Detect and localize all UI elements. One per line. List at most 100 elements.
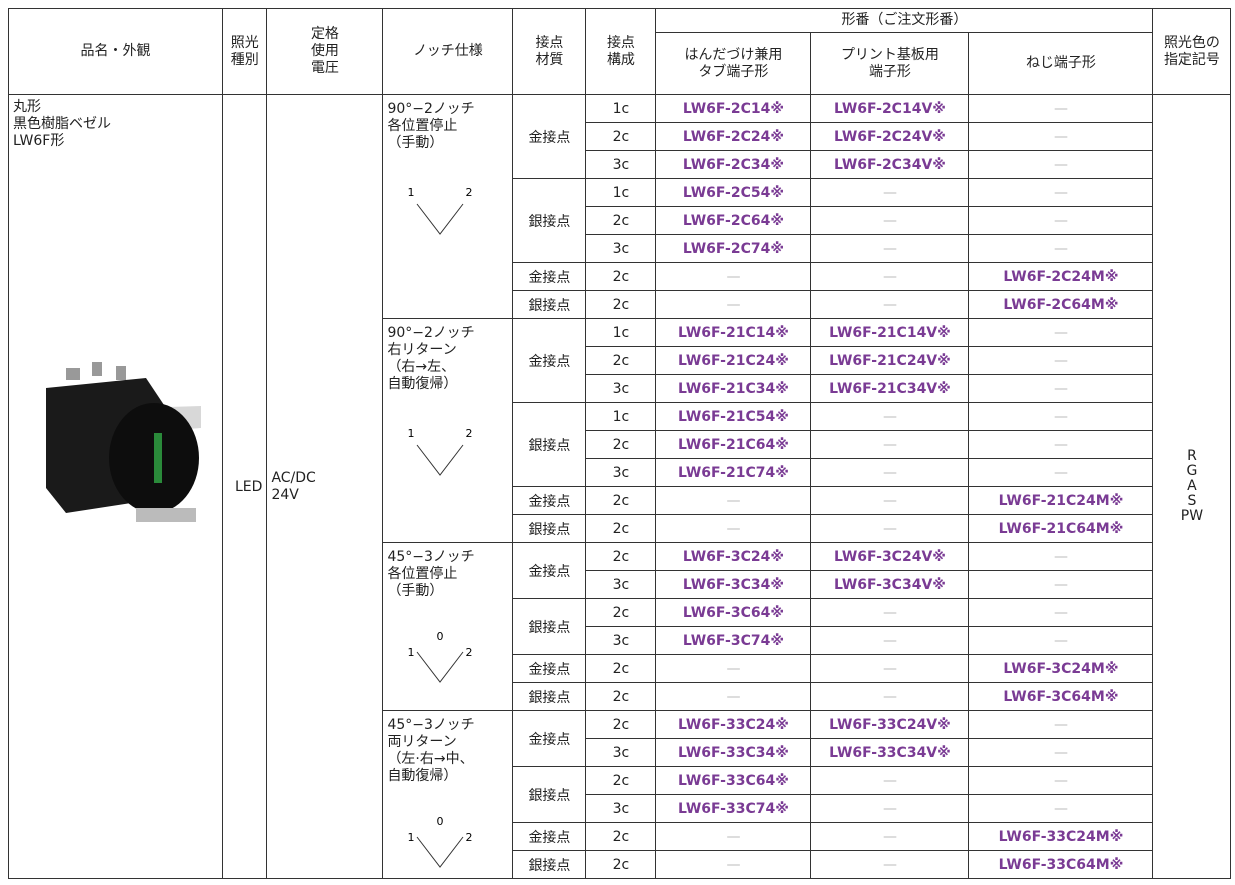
contacts-cell: 2c [585,542,657,571]
model-cell: — [810,822,970,851]
model-cell: LW6F-3C24M※ [968,654,1154,683]
model-cell: LW6F-21C34V※ [810,374,970,403]
model-cell: LW6F-3C74※ [655,626,812,655]
model-cell: — [968,458,1154,487]
diagram-label: 1 [408,646,415,659]
header-cell: 接点 構成 [585,8,657,95]
notch-diagram: 1 0 2 [408,630,473,683]
model-cell: LW6F-21C74※ [655,458,812,487]
contacts-cell: 1c [585,178,657,207]
model-cell: — [810,794,970,823]
table-row: 金接点 2c — — LW6F-33C24M※ [9,822,1231,851]
model-cell: LW6F-21C34※ [655,374,812,403]
voltage-cell: AC/DC 24V [266,94,384,879]
contacts-cell: 3c [585,738,657,767]
model-cell: — [968,710,1154,739]
diagram-line [417,444,464,476]
model-cell: LW6F-21C24V※ [810,346,970,375]
model-cell: LW6F-3C24※ [655,542,812,571]
contacts-cell: 2c [585,430,657,459]
contacts-cell: 3c [585,150,657,179]
model-cell: LW6F-33C24V※ [810,710,970,739]
contacts-cell: 2c [585,598,657,627]
model-cell: — [810,234,970,263]
model-cell: — [968,318,1154,347]
header-cell: 接点 材質 [512,8,587,95]
contacts-cell: 3c [585,626,657,655]
table-row: 銀接点 2c — — LW6F-21C64M※ [9,514,1231,543]
diagram-label: 0 [437,630,444,643]
model-cell: — [968,374,1154,403]
model-cell: — [655,682,812,711]
color-code: G [1186,463,1198,479]
model-cell: LW6F-3C64M※ [968,682,1154,711]
contacts-cell: 3c [585,570,657,599]
model-cell: — [968,542,1154,571]
table-row: 銀接点 1c LW6F-21C54※ — — [9,402,1231,487]
material-cell: 銀接点 [512,514,587,543]
model-cell: — [968,738,1154,767]
model-cell: — [968,150,1154,179]
color-code: A [1187,478,1197,494]
diagram-label: 2 [466,427,473,440]
product-image [46,362,201,522]
contacts-cell: 2c [585,514,657,543]
model-cell: — [655,654,812,683]
text-line: 24V [271,486,299,503]
model-cell: — [968,766,1154,795]
model-cell: LW6F-2C24V※ [810,122,970,151]
material-cell: 金接点 [512,822,587,851]
table-row: 2c LW6F-21C24※ LW6F-21C24V※ — [9,346,1231,375]
spec-table-wrap: 品名・外観 照光 種別 定格 使用 電圧 ノッチ仕様 接点 材質 接点 構成 形番（ご注文… [8,8,1232,879]
contacts-cell: 2c [585,486,657,515]
material-cell: 銀接点 [512,290,587,319]
table-row: 金接点 2c — — LW6F-21C24M※ [9,486,1231,515]
diagram-label: 1 [408,427,415,440]
header-cell: はんだづけ兼用 タブ端子形 [655,32,812,95]
text-line: 90°−2ノッチ [387,325,475,341]
table-row: 3c LW6F-21C34※ LW6F-21C34V※ — [9,374,1231,403]
notch-diagram: 1 0 2 [408,815,473,868]
model-cell: — [810,178,970,207]
model-cell: — [968,346,1154,375]
diagram-label: 1 [408,186,415,199]
contacts-cell: 2c [585,822,657,851]
header-cell: 品名・外観 [8,8,223,95]
text-line: 各位置停止 [387,566,458,582]
text-line: AC/DC [271,469,316,486]
model-cell: — [810,514,970,543]
contacts-cell: 2c [585,346,657,375]
model-cell: LW6F-33C24M※ [968,822,1154,851]
spec-table: 品名・外観 照光 種別 定格 使用 電圧 ノッチ仕様 接点 材質 接点 構成 形番（ご注文… [8,8,1232,879]
model-cell: LW6F-33C64※ [655,766,812,795]
model-cell: LW6F-3C34V※ [810,570,970,599]
table-row: 45°−3ノッチ 両リターン （左·右→中、 自動復帰） 1 0 2 金接点 2c LW6F-33… [9,710,1231,879]
material-cell: 銀接点 [512,850,587,879]
illumination-cell: LED [221,94,268,879]
model-cell: LW6F-21C14V※ [810,318,970,347]
model-cell: LW6F-33C34※ [655,738,812,767]
material-cell: 銀接点 [512,598,587,655]
model-cell: — [810,682,970,711]
diagram-label: 1 [408,831,415,844]
text-line: 45°−3ノッチ [387,717,475,733]
model-cell: — [655,850,812,879]
contacts-cell: 2c [585,682,657,711]
contacts-cell: 1c [585,94,657,123]
contacts-cell: 2c [585,850,657,879]
model-cell: LW6F-33C64M※ [968,850,1154,879]
material-cell: 金接点 [512,654,587,683]
header-cell: 照光 種別 [221,8,268,95]
text-line: （手動） [387,135,444,151]
contacts-cell: 1c [585,318,657,347]
model-cell: — [968,234,1154,263]
notch-cell: 90°−2ノッチ 各位置停止 （手動） 1 2 [382,94,514,319]
header-cell: プリント基板用 端子形 [810,32,970,95]
model-cell: — [655,822,812,851]
model-cell: LW6F-2C64M※ [968,290,1154,319]
contacts-cell: 2c [585,262,657,291]
model-cell: — [655,514,812,543]
contacts-cell: 2c [585,122,657,151]
model-cell: LW6F-2C64※ [655,206,812,235]
